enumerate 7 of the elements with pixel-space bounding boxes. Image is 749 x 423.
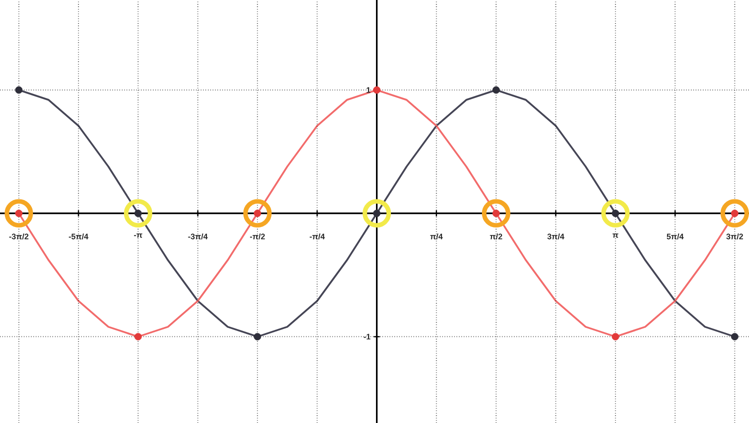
point bbox=[15, 86, 23, 94]
point bbox=[492, 86, 500, 94]
point bbox=[731, 332, 738, 340]
point bbox=[612, 332, 620, 340]
point bbox=[254, 332, 262, 340]
point bbox=[134, 332, 142, 340]
point bbox=[373, 86, 380, 94]
